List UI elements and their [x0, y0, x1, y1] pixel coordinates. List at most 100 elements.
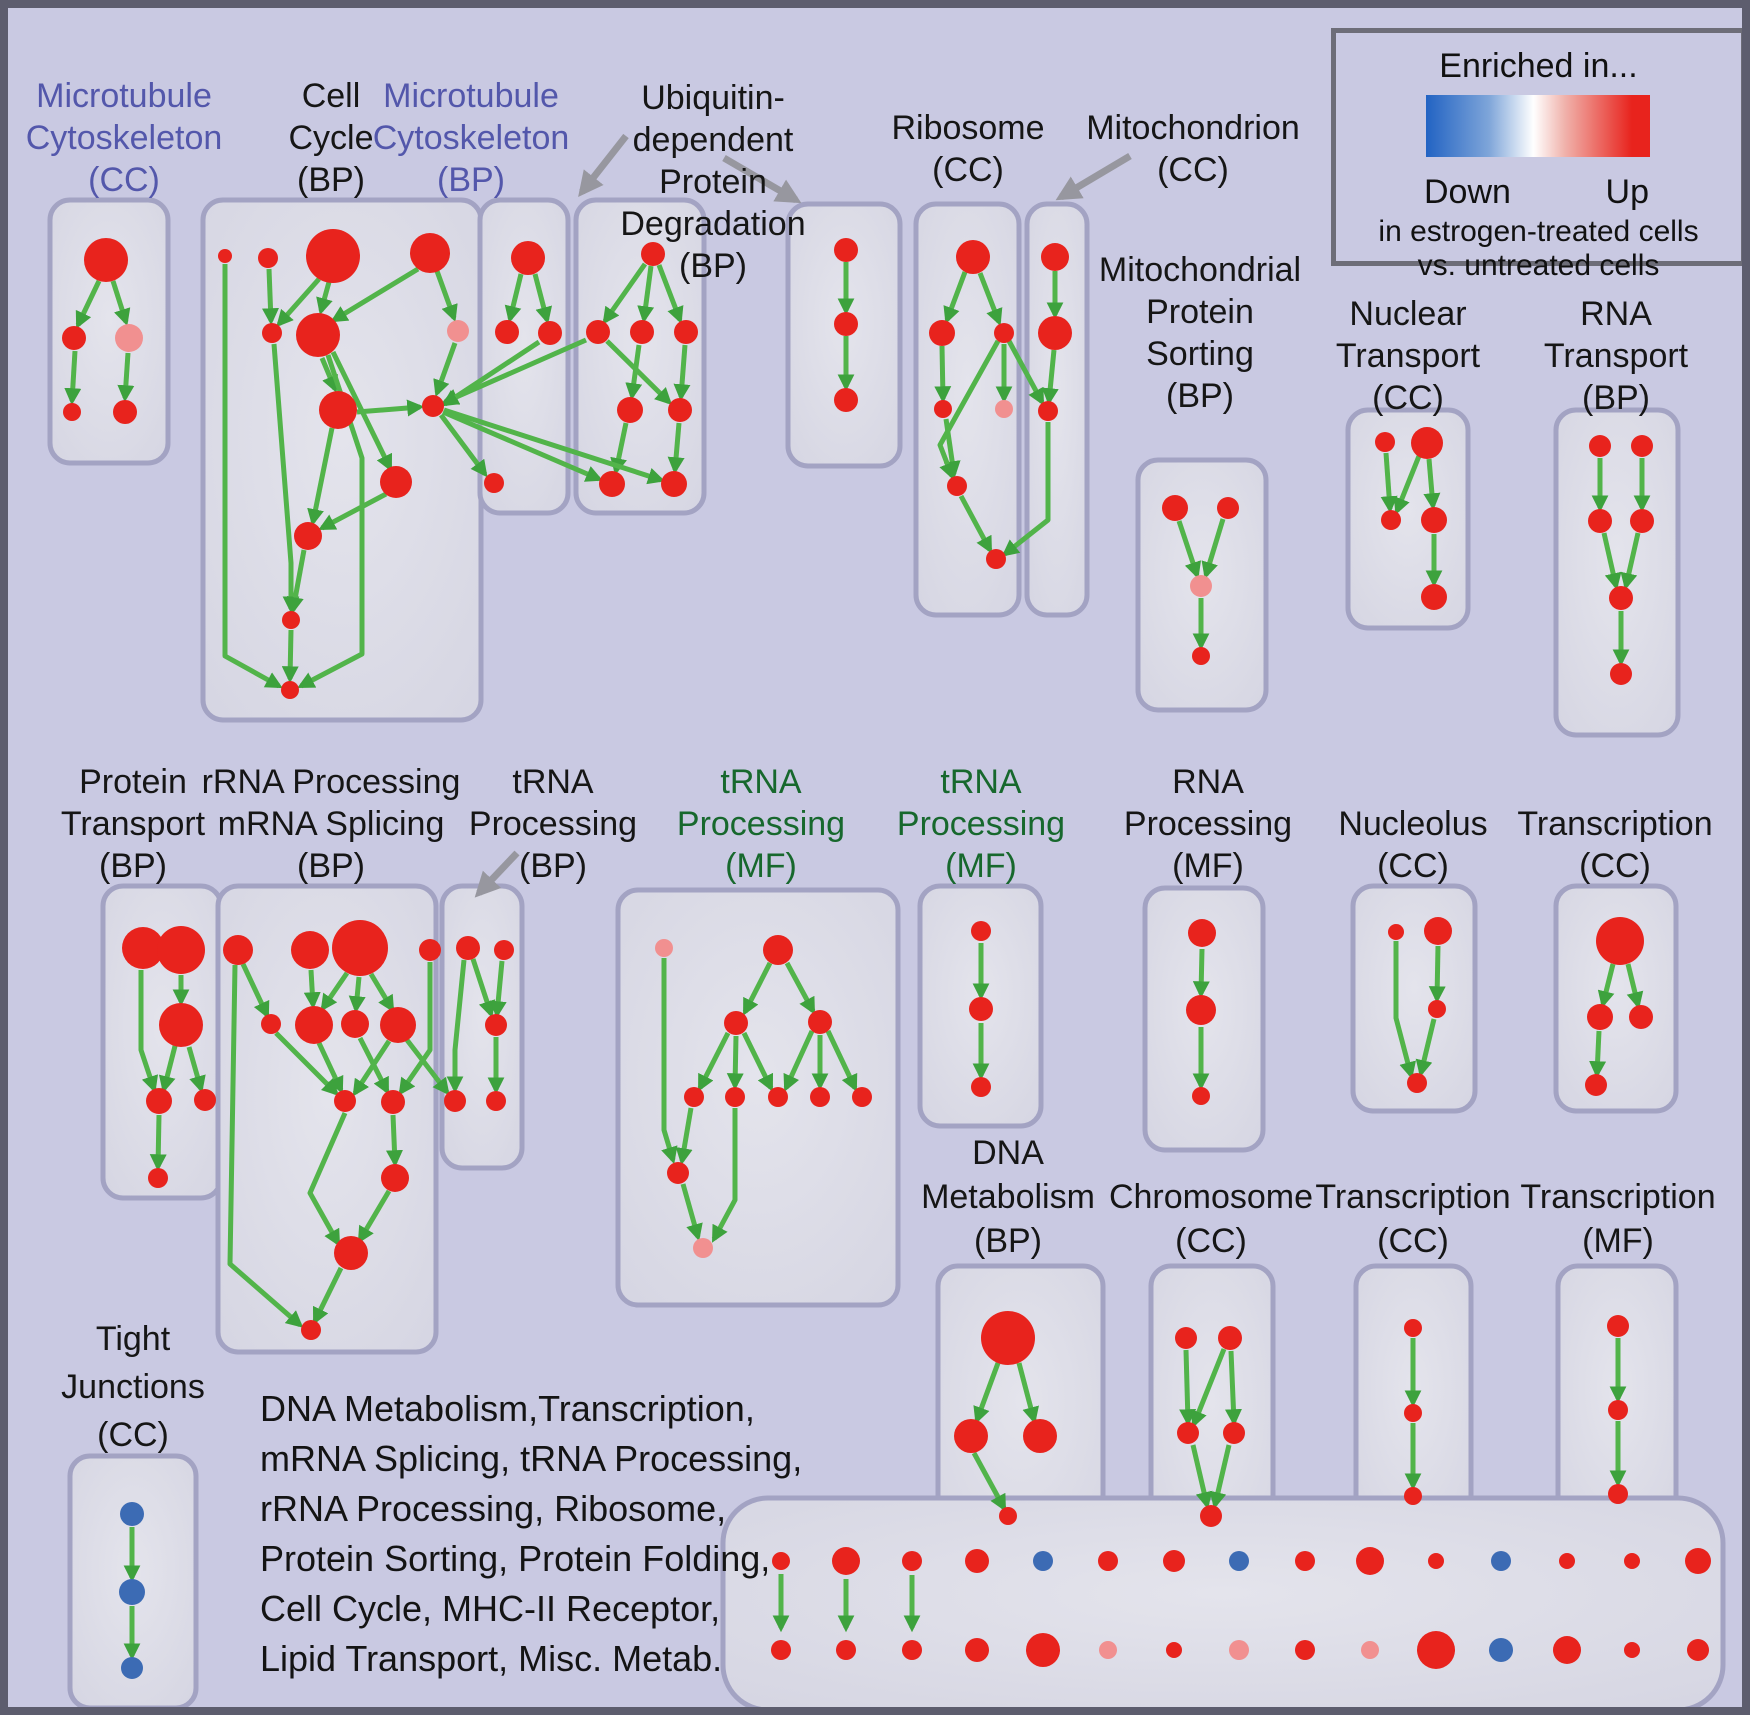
go-term-node-r: [630, 320, 654, 344]
relation-arrow: [357, 1189, 392, 1244]
go-term-node-r: [281, 681, 299, 699]
relation-arrow: [1006, 339, 1045, 406]
go-term-node-r: [1295, 1551, 1315, 1571]
go-term-node-r: [617, 397, 643, 423]
go-term-node-r: [334, 1236, 368, 1270]
relation-arrow: [656, 264, 684, 324]
relation-arrow: [1589, 1030, 1607, 1079]
cluster-label-rna-transport-bp: RNA Transport (BP): [1543, 295, 1689, 417]
relation-arrow: [442, 409, 603, 482]
go-term-node-r: [599, 471, 625, 497]
relation-arrow: [271, 343, 300, 614]
go-term-node-r: [258, 248, 278, 268]
cluster-label-cell-cycle-bp: Cell Cycle (BP): [288, 77, 374, 199]
relation-arrow: [138, 970, 159, 1094]
relation-arrow: [227, 964, 304, 1328]
relation-arrow: [117, 352, 135, 403]
relation-arrow: [312, 1266, 344, 1325]
go-term-node-r: [674, 320, 698, 344]
go-term-node-r: [486, 1091, 506, 1111]
go-term-node-r: [1608, 1400, 1628, 1420]
go-term-node-r: [291, 931, 329, 969]
go-term-node-r: [1629, 1005, 1653, 1029]
go-term-node-r: [1218, 1326, 1242, 1350]
go-term-node-r: [1609, 586, 1633, 610]
relation-arrow: [661, 958, 678, 1165]
relation-arrow: [675, 1107, 694, 1166]
relation-arrow: [742, 961, 773, 1016]
go-term-node-r: [667, 1162, 689, 1184]
cluster-label-mitochondrion-cc: Mitochondrion (CC): [1086, 109, 1300, 189]
go-term-node-r: [1596, 917, 1644, 965]
go-term-node-p: [1229, 1640, 1249, 1660]
cluster-label-chromosome-cc: Chromosome (CC): [1108, 1178, 1314, 1260]
relation-arrow: [348, 976, 366, 1014]
go-term-node-r: [1162, 495, 1188, 521]
go-term-node-r: [832, 1547, 860, 1575]
go-term-node-r: [1588, 509, 1612, 533]
go-term-node-r: [456, 936, 480, 960]
legend-up-label: Up: [1605, 173, 1649, 211]
relation-arrow: [711, 1108, 738, 1243]
go-term-node-b: [1491, 1551, 1511, 1571]
go-term-node-r: [84, 238, 128, 282]
cluster-label-protein-transport-bp: Protein Transport (BP): [60, 763, 206, 885]
go-term-node-r: [725, 1087, 745, 1107]
go-term-node-r: [772, 1552, 790, 1570]
relation-arrow: [307, 427, 335, 527]
go-term-node-b: [121, 1657, 143, 1679]
go-term-node-r: [1585, 1074, 1607, 1096]
cluster-box-ubiquitin-dependent-protein-degradation-bp: [573, 197, 707, 516]
go-term-node-r: [410, 233, 450, 273]
relation-arrow: [667, 422, 685, 475]
go-term-node-r: [1192, 647, 1210, 665]
go-term-node-r: [218, 249, 232, 263]
go-term-node-r: [956, 240, 990, 274]
cluster-label-dna-metabolism-bp: DNA Metabolism (BP): [921, 1134, 1095, 1260]
cluster-box-rna-transport-bp: [1553, 407, 1681, 738]
label-pointer-arrow: [474, 850, 520, 898]
go-term-node-r: [319, 391, 357, 429]
relation-arrow: [319, 357, 338, 393]
relation-arrow: [1190, 1348, 1227, 1428]
cluster-box-mixed-terms: [720, 1495, 1726, 1707]
go-term-node-r: [146, 1088, 172, 1114]
go-term-node-r: [981, 1311, 1035, 1365]
go-term-node-r: [1356, 1547, 1384, 1575]
cluster-box-transcription-cc-row2: [1553, 883, 1679, 1114]
relation-arrow: [610, 422, 629, 476]
go-term-node-b: [1489, 1638, 1513, 1662]
go-term-node-r: [1428, 1000, 1446, 1018]
relation-arrow: [1179, 1349, 1197, 1427]
relation-arrow: [1190, 1444, 1213, 1510]
relation-arrow: [1393, 455, 1422, 515]
go-term-node-r: [834, 238, 858, 262]
go-term-node-r: [641, 242, 665, 266]
go-term-node-r: [1295, 1640, 1315, 1660]
relation-arrow: [602, 262, 648, 325]
go-term-node-r: [1553, 1636, 1581, 1664]
go-term-node-p: [447, 320, 469, 342]
go-term-node-r: [1428, 1553, 1444, 1569]
go-term-node-r: [381, 1090, 405, 1114]
relation-arrow: [330, 266, 420, 323]
go-term-node-r: [1188, 919, 1216, 947]
relation-arrow: [352, 1039, 392, 1097]
relation-arrow: [75, 279, 102, 329]
go-term-node-r: [1023, 1419, 1057, 1453]
go-term-node-r: [262, 323, 282, 343]
relation-arrow: [637, 265, 655, 324]
go-term-node-r: [341, 1010, 369, 1038]
relation-arrow: [385, 1114, 403, 1168]
relation-arrow: [398, 962, 433, 1096]
go-term-node-r: [999, 1507, 1017, 1525]
go-term-node-r: [1411, 427, 1443, 459]
relation-arrow: [934, 345, 952, 404]
go-term-node-r: [511, 241, 545, 275]
misc-categories-note: DNA Metabolism,Transcription, mRNA Splic…: [260, 1388, 803, 1679]
relation-arrow: [1625, 963, 1644, 1010]
relation-arrow: [1597, 963, 1616, 1009]
relation-arrow: [318, 491, 388, 531]
go-term-node-r: [971, 921, 991, 941]
go-term-node-r: [668, 398, 692, 422]
